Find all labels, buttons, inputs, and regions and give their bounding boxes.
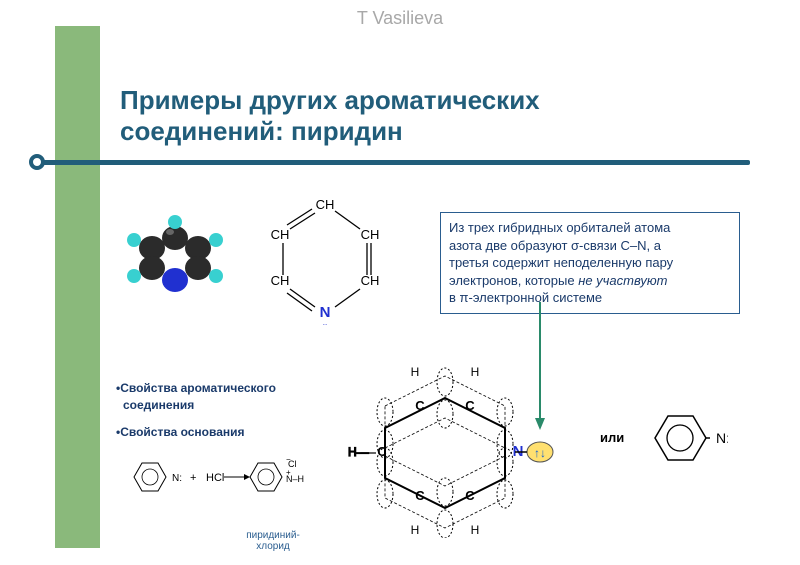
or-label: или xyxy=(600,430,624,445)
svg-text:N:: N: xyxy=(172,473,182,484)
ch-label: CH xyxy=(316,197,335,212)
title-underline xyxy=(40,160,750,165)
n-label: N: xyxy=(716,430,728,446)
pyridine-simple-ring: N: xyxy=(638,408,728,468)
svg-text:H: H xyxy=(411,365,420,379)
svg-text:..: .. xyxy=(323,318,327,325)
info-line: третья содержит неподеленную пару xyxy=(449,255,673,270)
title-dot xyxy=(29,154,45,170)
electron-pair: ↑↓ xyxy=(534,446,546,460)
info-note-box: Из трех гибридных орбиталей атома азота … xyxy=(440,212,740,314)
title-line2: соединений: пиридин xyxy=(120,116,403,146)
info-emphasis: не участвуют xyxy=(578,273,667,288)
title-line1: Примеры других ароматических xyxy=(120,85,540,115)
slide-title: Примеры других ароматических соединений:… xyxy=(120,85,760,147)
svg-text:+: + xyxy=(190,472,196,484)
pyridine-structural-formula: CH CH CH CH CH N .. xyxy=(260,195,390,325)
svg-text:H: H xyxy=(471,365,480,379)
ch-label: CH xyxy=(271,227,290,242)
svg-text:H—: H— xyxy=(348,445,369,459)
svg-text:H: H xyxy=(471,523,480,537)
ch-label: CH xyxy=(361,273,380,288)
properties-list: •Свойства ароматического соединения •Сво… xyxy=(116,380,276,440)
pyridine-3d-model xyxy=(120,210,230,305)
svg-text:C: C xyxy=(465,488,475,503)
reaction-caption: пиридиний-хлорид xyxy=(238,530,308,552)
property-item: соединения xyxy=(123,397,276,414)
svg-text:C: C xyxy=(415,488,425,503)
svg-text:HCl: HCl xyxy=(206,472,224,484)
property-item: •Свойства основания xyxy=(116,424,276,441)
ch-label: CH xyxy=(271,273,290,288)
svg-text:H: H xyxy=(411,523,420,537)
property-item: •Свойства ароматического xyxy=(116,380,276,397)
svg-text:C: C xyxy=(377,444,387,459)
pyridine-orbital-diagram: C C C C C N H H H H H H— ↑↓ xyxy=(320,348,570,538)
svg-text:C: C xyxy=(415,398,425,413)
reaction-scheme: N: + HCl Cl N–H + − пиридиний-хлорид xyxy=(128,445,308,540)
sidebar-decoration xyxy=(55,26,100,548)
svg-text:C: C xyxy=(465,398,475,413)
info-line: азота две образуют σ-связи C–N, а xyxy=(449,238,661,253)
watermark-text: T Vasilieva xyxy=(357,8,443,29)
info-line: Из трех гибридных орбиталей атома xyxy=(449,220,670,235)
ch-label: CH xyxy=(361,227,380,242)
info-line: электронов, которые xyxy=(449,273,578,288)
svg-text:−: − xyxy=(286,455,291,464)
svg-text:+: + xyxy=(286,468,291,477)
info-line: в π-электронной системе xyxy=(449,290,602,305)
